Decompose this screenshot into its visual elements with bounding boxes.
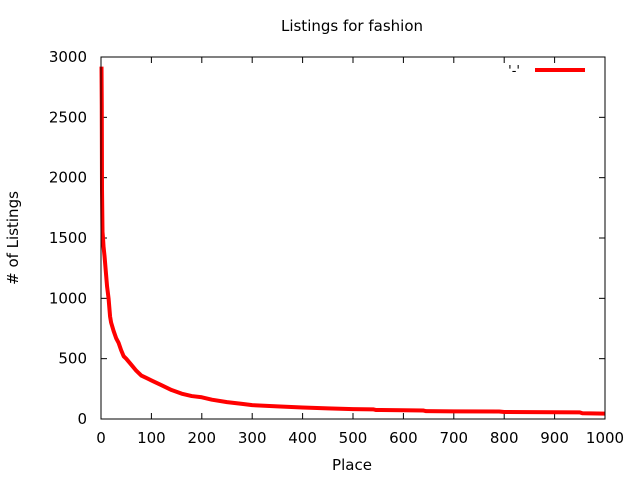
plot-frame (100, 56, 606, 420)
x-tick-label: 300 (238, 429, 267, 447)
y-tick-label: 2500 (49, 108, 87, 126)
legend-label: '-' (508, 64, 520, 79)
x-tick-label: 1000 (586, 429, 624, 447)
x-tick-label: 400 (288, 429, 317, 447)
y-tick-label: 0 (77, 410, 87, 428)
x-tick-label: 600 (389, 429, 418, 447)
tick-labels: 0 100 200 300 400 500 600 700 800 900 1000 0 500 1000… (49, 48, 624, 447)
x-tick-label: 800 (490, 429, 519, 447)
y-tick-label: 2000 (49, 169, 87, 187)
x-tick-label: 100 (137, 429, 166, 447)
y-axis-label: # of Listings (4, 191, 22, 285)
series-group (99, 66, 606, 416)
y-tick-label: 1000 (49, 289, 87, 307)
x-tick-label: 500 (339, 429, 368, 447)
y-tick-label: 3000 (49, 48, 87, 66)
x-tick-label: 0 (96, 429, 106, 447)
x-tick-label: 200 (187, 429, 216, 447)
y-tick-label: 1500 (49, 229, 87, 247)
chart-title: Listings for fashion (281, 17, 423, 35)
x-tick-label: 700 (439, 429, 468, 447)
legend: '-' (508, 64, 585, 79)
x-axis-label: Place (332, 456, 372, 474)
y-tick-label: 500 (58, 350, 87, 368)
x-tick-label: 900 (540, 429, 569, 447)
series-line (99, 66, 606, 416)
